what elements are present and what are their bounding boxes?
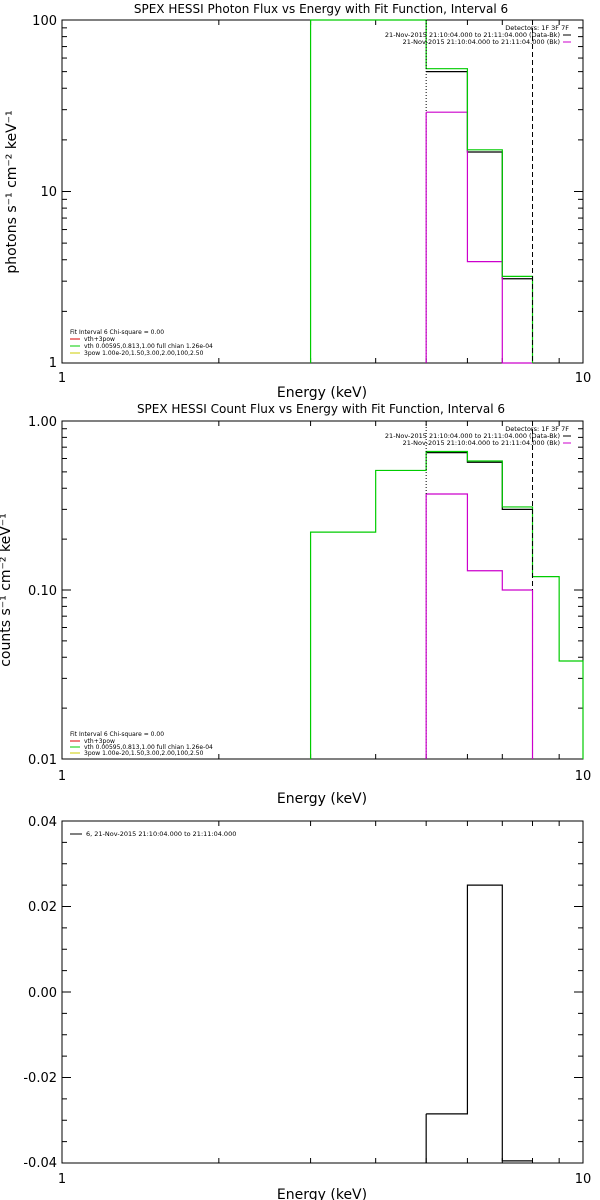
panel1-ytick-1: 1: [49, 356, 57, 371]
panel3-legend-entry: 6, 21-Nov-2015 21:10:04.000 to 21:11:04.…: [86, 830, 236, 838]
panel1-x-label: Energy (keV): [277, 385, 367, 401]
panel1-xtick-10: 10: [575, 371, 592, 386]
panel3-xtick-10: 10: [575, 1172, 592, 1187]
panel3-ytick-0.04: 0.04: [28, 815, 57, 830]
panel3-ytick-neg0.04: -0.04: [23, 1156, 57, 1171]
panel1-ytick-100: 100: [32, 14, 57, 29]
panel1-legend-bottom-left: Fit Interval 6 Chi-square = 0.00 vth+3po…: [70, 329, 213, 357]
panel1-ticks: [61, 19, 584, 364]
panel2-x-label: Energy (keV): [277, 791, 367, 807]
panel2-legend-fit-interval: Fit Interval 6 Chi-square = 0.00: [70, 731, 164, 738]
panel1-legend-fit-interval: Fit Interval 6 Chi-square = 0.00: [70, 329, 164, 336]
panel2-legend-vth: vth 0.00595,0.813,1.00 full chian 1.26e-…: [84, 744, 213, 751]
panel2-legend-bottom-left: Fit Interval 6 Chi-square = 0.00 vth+3po…: [70, 731, 213, 757]
series-green-histogram: [309, 450, 584, 759]
panel1-legend-entry-data: 21-Nov-2015 21:10:04.000 to 21:11:04.000…: [385, 31, 560, 39]
series-green-histogram: [309, 19, 534, 363]
residuals-panel: 0.04 0.02 0.00 -0.02 -0.04 1 10 Energy (…: [23, 815, 591, 1200]
panel2-ytick-0.10: 0.10: [28, 584, 57, 599]
panel2-legend-3pow: 3pow 1.00e-20,1.50,3.00,2.00,100,2.50: [84, 750, 204, 757]
panel1-plot-frame: [61, 19, 584, 364]
panel2-legend-model: vth+3pow: [84, 738, 115, 745]
panel3-ticks: [61, 820, 584, 1164]
panel1-series: [309, 19, 534, 364]
panel3-ytick-0.00: 0.00: [28, 986, 57, 1001]
panel2-y-label: counts s⁻¹ cm⁻² keV⁻¹: [0, 513, 14, 667]
series-black-histogram: [426, 71, 533, 280]
panel1-legend-vth: vth 0.00595,0.813,1.00 full chian 1.26e-…: [84, 343, 213, 350]
panel1-xtick-1: 1: [58, 371, 66, 386]
panel2-xtick-1: 1: [58, 769, 66, 784]
series-black-histogram: [426, 452, 533, 510]
panel1-y-label: photons s⁻¹ cm⁻² keV⁻¹: [4, 110, 20, 273]
panel1-ytick-10: 10: [40, 185, 57, 200]
panel2-legend-detectors: Detectors: 1F 3F 7F: [505, 425, 569, 433]
panel2-ticks: [61, 420, 584, 760]
panel2-legend-top-right: Detectors: 1F 3F 7F 21-Nov-2015 21:10:04…: [385, 425, 571, 447]
panel3-ytick-neg0.02: -0.02: [23, 1071, 57, 1086]
panel1-legend-model: vth+3pow: [84, 336, 115, 343]
series-magenta-histogram: [426, 111, 533, 364]
panel2-legend-entry-data: 21-Nov-2015 21:10:04.000 to 21:11:04.000…: [385, 432, 560, 440]
series-black-histogram: [426, 884, 533, 1162]
count-flux-panel: SPEX HESSI Count Flux vs Energy with Fit…: [0, 402, 591, 807]
panel3-series: [425, 884, 533, 1163]
panel3-xtick-1: 1: [58, 1172, 66, 1187]
panel1-legend-detectors: Detectors: 1F 3F 7F: [505, 24, 569, 32]
panel3-ytick-0.02: 0.02: [28, 900, 57, 915]
photon-flux-panel: SPEX HESSI Photon Flux vs Energy with Fi…: [4, 2, 591, 401]
panel2-title: SPEX HESSI Count Flux vs Energy with Fit…: [137, 402, 505, 416]
panel3-plot-frame: [61, 820, 584, 1164]
panel1-legend-entry-bk: 21-Nov-2015 21:10:04.000 to 21:11:04.000…: [403, 38, 560, 46]
panel2-ytick-1.00: 1.00: [28, 415, 57, 430]
panel3-legend: 6, 21-Nov-2015 21:10:04.000 to 21:11:04.…: [70, 830, 236, 838]
series-magenta-histogram: [426, 493, 533, 591]
panel2-series: [309, 421, 584, 759]
panel3-x-label: Energy (keV): [277, 1187, 367, 1200]
panel2-ytick-0.01: 0.01: [28, 753, 57, 768]
panel1-title: SPEX HESSI Photon Flux vs Energy with Fi…: [134, 2, 508, 16]
panel1-legend-top-right: Detectors: 1F 3F 7F 21-Nov-2015 21:10:04…: [385, 24, 571, 46]
panel1-legend-3pow: 3pow 1.00e-20,1.50,3.00,2.00,100,2.50: [84, 350, 204, 357]
panel2-xtick-10: 10: [575, 769, 592, 784]
panel2-legend-entry-bk: 21-Nov-2015 21:10:04.000 to 21:11:04.000…: [403, 439, 560, 447]
